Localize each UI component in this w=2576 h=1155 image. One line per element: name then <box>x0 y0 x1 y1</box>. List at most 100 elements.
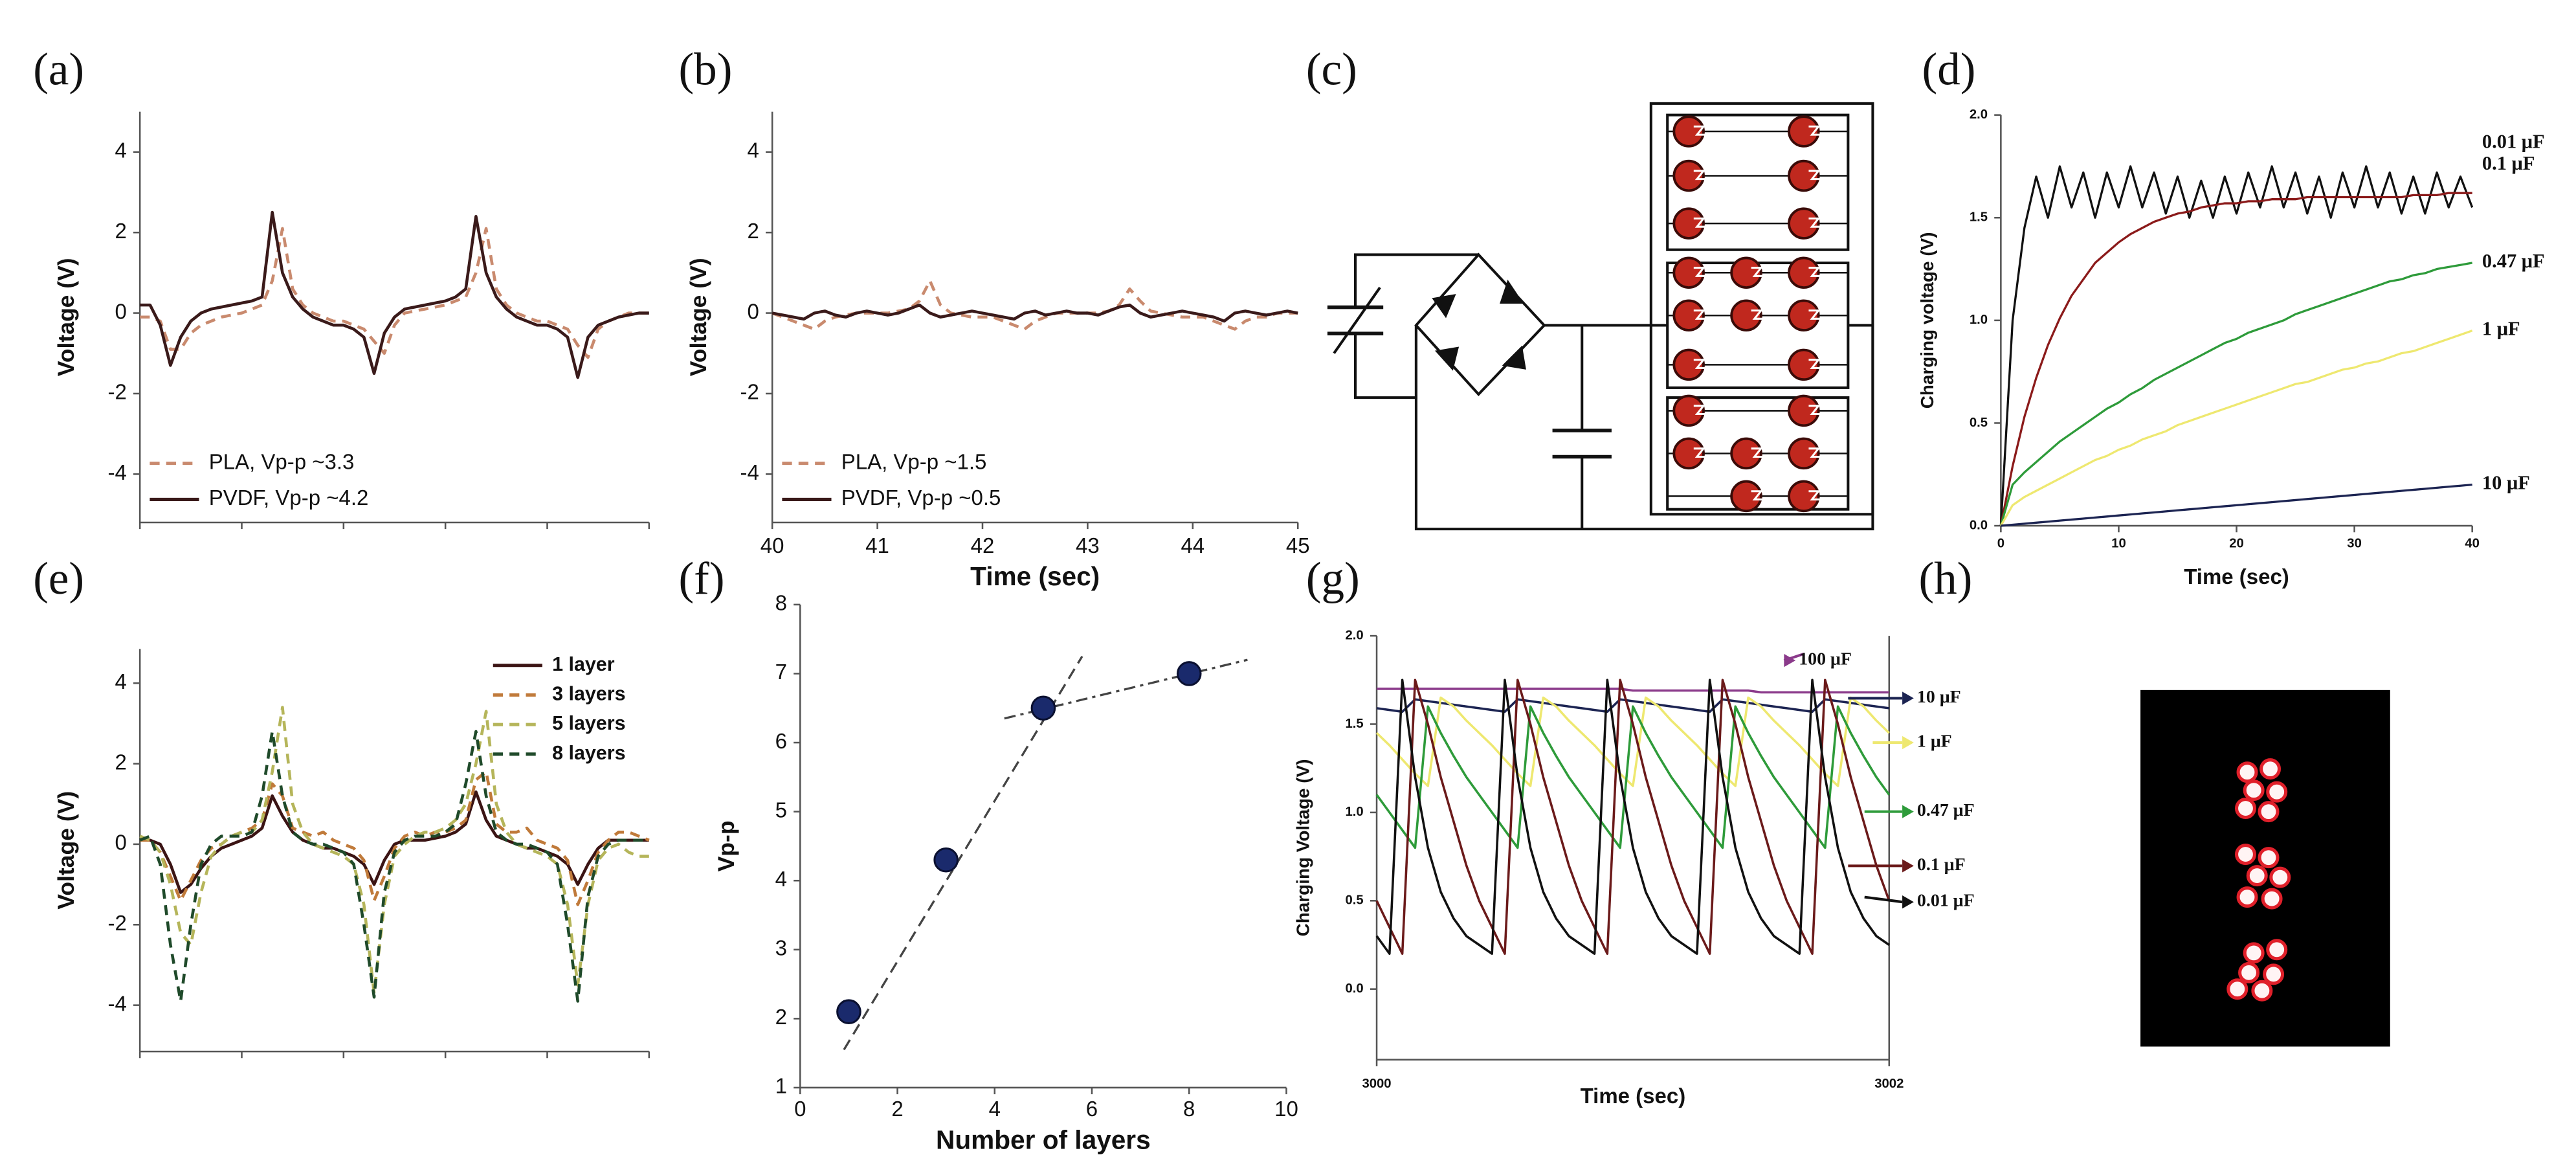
lit-led <box>2226 978 2248 1000</box>
series-label: 0.1 μF <box>1917 855 1966 875</box>
x-tick-label: 43 <box>1076 533 1100 557</box>
series-label: 0.1 μF <box>2482 152 2535 174</box>
led <box>1730 256 1762 289</box>
legend-label: PLA, Vp-p ~3.3 <box>209 449 355 473</box>
chart-panel: 0.0 0.5 1.0 1.5 2.0 3000 3002 Charging Voltage … <box>1293 628 1975 1107</box>
series-label: 1 μF <box>1917 731 1952 751</box>
y-tick-label: 1 <box>775 1074 787 1098</box>
led-symbol <box>1808 125 1822 136</box>
led <box>1788 437 1820 470</box>
series-line <box>2001 483 2472 527</box>
lit-led <box>2260 758 2282 780</box>
led-symbol <box>1693 447 1707 458</box>
x-tick-label: 42 <box>971 533 995 557</box>
y-tick-label: -4 <box>108 991 127 1015</box>
x-axis-title: Time (sec) <box>970 561 1100 591</box>
series-line <box>772 303 1298 323</box>
y-tick-label: 3 <box>775 936 787 960</box>
legend-label: PVDF, Vp-p ~0.5 <box>841 486 1001 510</box>
y-tick-label: 4 <box>115 138 126 162</box>
lit-led <box>2269 866 2291 888</box>
led-symbol <box>1693 359 1707 369</box>
chart-panel: -4 -2 0 2 4 40 41 42 43 44 45 Voltage (V) Time (sec)… <box>685 111 1310 591</box>
led-symbol <box>1693 267 1707 277</box>
lit-led <box>2238 961 2260 983</box>
chart-panel: 0.0 0.5 1.0 1.5 2.0 0 10 20 30 40 Charging voltage… <box>1917 107 2545 589</box>
legend-label: 3 layers <box>552 682 625 704</box>
led-symbol <box>1751 447 1764 458</box>
led-symbol <box>1693 217 1707 228</box>
panel-label: (e) <box>33 554 84 604</box>
led <box>1788 159 1820 192</box>
y-tick-label: -2 <box>108 911 127 935</box>
y-tick-label: -2 <box>740 380 759 404</box>
lit-led <box>2236 886 2258 908</box>
lit-led <box>2266 939 2288 961</box>
y-tick-label: 1.0 <box>1970 313 1988 327</box>
lit-led <box>2243 942 2265 964</box>
series-label: 10 μF <box>2482 472 2530 494</box>
trend-line <box>843 655 1083 1051</box>
data-point <box>933 847 959 873</box>
x-tick-label: 45 <box>1286 533 1310 557</box>
y-tick-label: 2 <box>775 1005 787 1029</box>
led-symbol <box>1808 359 1822 369</box>
led-group-box <box>1666 113 1850 251</box>
y-tick-label: 6 <box>775 729 787 753</box>
led-symbol <box>1693 405 1707 416</box>
led-symbol <box>1693 125 1707 136</box>
y-tick-label: 1.5 <box>1346 717 1364 731</box>
x-tick-label: 8 <box>1183 1097 1195 1121</box>
chart-panel: 1 2 3 4 5 6 7 8 0 2 4 6 8 10 Vp-p Number of layers <box>713 591 1298 1155</box>
series-line <box>1375 678 1891 955</box>
x-tick-label: 2 <box>891 1097 903 1121</box>
series-line <box>139 730 649 1003</box>
led-symbol <box>1808 490 1822 500</box>
y-tick-label: 2 <box>115 750 126 774</box>
series-line <box>1999 165 2474 526</box>
x-tick-label: 4 <box>989 1097 1001 1121</box>
series-line <box>1375 705 1891 849</box>
x-tick-label: 20 <box>2229 536 2244 550</box>
lit-led <box>2261 888 2283 910</box>
lit-led <box>2263 963 2285 985</box>
diode <box>1502 345 1526 370</box>
y-tick-label: 0.5 <box>1346 893 1364 908</box>
x-tick-label: 0 <box>1997 536 2004 550</box>
y-axis-title: Charging voltage (V) <box>1917 232 1937 409</box>
diode <box>1434 346 1460 371</box>
led <box>1788 115 1820 148</box>
led-symbol <box>1751 267 1764 277</box>
led <box>1672 256 1705 289</box>
y-tick-label: 5 <box>775 798 787 822</box>
y-tick-label: 2.0 <box>1970 107 1988 122</box>
led-symbol <box>1693 170 1707 181</box>
lit-led <box>2234 844 2256 866</box>
y-tick-label: -2 <box>108 380 127 404</box>
panel-label: (g) <box>1306 554 1360 604</box>
y-tick-label: 2.0 <box>1346 628 1364 642</box>
led-symbol <box>1808 405 1822 416</box>
x-tick-label: 3000 <box>1362 1077 1391 1091</box>
series-line <box>1999 330 2473 526</box>
lit-led <box>2246 865 2268 887</box>
series-label: 0.47 μF <box>2482 250 2545 272</box>
series-label: 1 μF <box>2482 318 2520 340</box>
led <box>1788 207 1820 240</box>
led-symbol <box>1808 217 1822 228</box>
label-arrowhead <box>1902 735 1914 750</box>
diode <box>1500 279 1524 304</box>
diode <box>1432 294 1456 319</box>
led <box>1788 348 1820 381</box>
wire <box>1414 324 1874 531</box>
y-tick-label: 4 <box>775 867 787 891</box>
panel-label: (b) <box>679 45 733 95</box>
label-arrowhead <box>1902 805 1914 818</box>
led <box>1788 480 1820 513</box>
series-label: 0.01 μF <box>2482 130 2545 152</box>
legend-label: 5 layers <box>552 712 625 734</box>
lit-led <box>2258 847 2280 869</box>
x-tick-label: 0 <box>794 1097 806 1121</box>
series-line <box>1375 696 1891 787</box>
x-tick-label: 3002 <box>1874 1077 1904 1091</box>
